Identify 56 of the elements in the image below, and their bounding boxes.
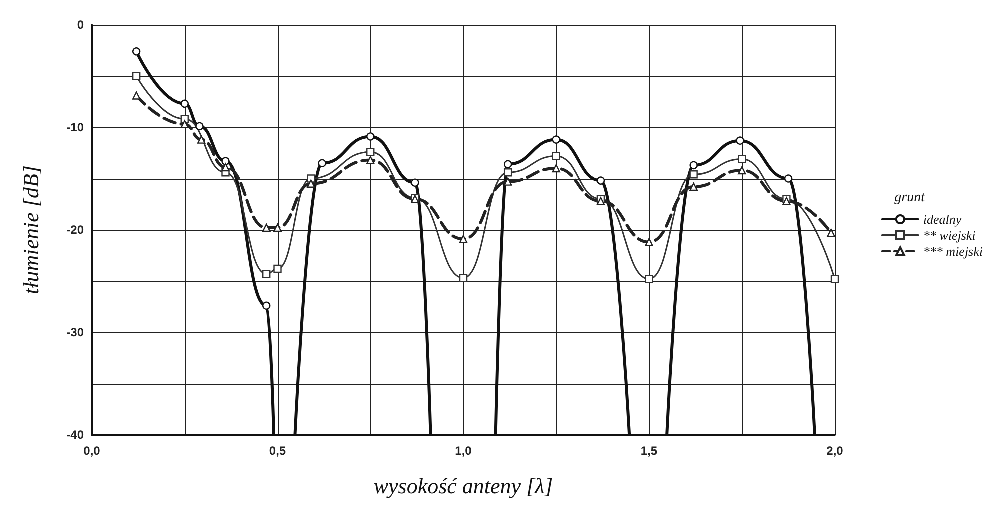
point: [504, 160, 512, 168]
point: [738, 155, 746, 164]
point: [366, 156, 375, 164]
legend-title: grunt: [894, 190, 926, 206]
point: [132, 92, 141, 100]
point: [827, 228, 836, 238]
x-tick-label: 0,5: [269, 444, 286, 458]
point: [784, 174, 793, 183]
point: [274, 224, 282, 232]
point: [459, 274, 468, 282]
x-axis-title: wysokość anteny [λ]: [374, 474, 554, 498]
legend-label: idealny: [923, 212, 962, 227]
point: [366, 132, 375, 141]
point: [180, 100, 189, 108]
point: [222, 157, 230, 166]
point: [645, 275, 654, 284]
point: [132, 72, 141, 80]
point: [596, 176, 606, 185]
x-tick-label: 2,0: [826, 444, 844, 458]
y-axis-title: tłumienie [dB]: [18, 166, 44, 294]
point: [459, 235, 468, 244]
point: [132, 48, 141, 56]
point: [552, 152, 560, 160]
point: [552, 164, 560, 173]
legend-label: *** miejski: [923, 244, 984, 259]
point: [262, 270, 271, 278]
point: [366, 148, 375, 156]
point: [196, 122, 204, 131]
point: [318, 159, 326, 168]
point: [197, 136, 206, 144]
point: [504, 178, 512, 186]
legend-label: ** wiejski: [923, 228, 976, 243]
y-tick-label: -10: [66, 120, 84, 134]
point: [504, 168, 512, 177]
point: [274, 264, 282, 274]
y-tick-label: -20: [66, 223, 84, 237]
point: [262, 302, 271, 310]
point: [411, 178, 420, 187]
point: [738, 166, 746, 175]
y-tick-label: -30: [66, 326, 84, 340]
point: [690, 161, 698, 170]
point: [736, 136, 744, 145]
point: [262, 224, 271, 232]
point: [180, 120, 189, 129]
point: [645, 238, 654, 246]
point: [690, 170, 698, 179]
x-tick-label: 1,0: [455, 444, 472, 458]
y-tick-label: 0: [77, 18, 84, 32]
point: [552, 136, 560, 144]
y-tick-label: -40: [66, 428, 84, 442]
point: [690, 182, 698, 192]
x-tick-label: 0,0: [84, 444, 101, 458]
point: [307, 180, 316, 188]
x-tick-label: 1,5: [640, 444, 658, 458]
point: [222, 163, 230, 172]
point: [830, 275, 840, 284]
